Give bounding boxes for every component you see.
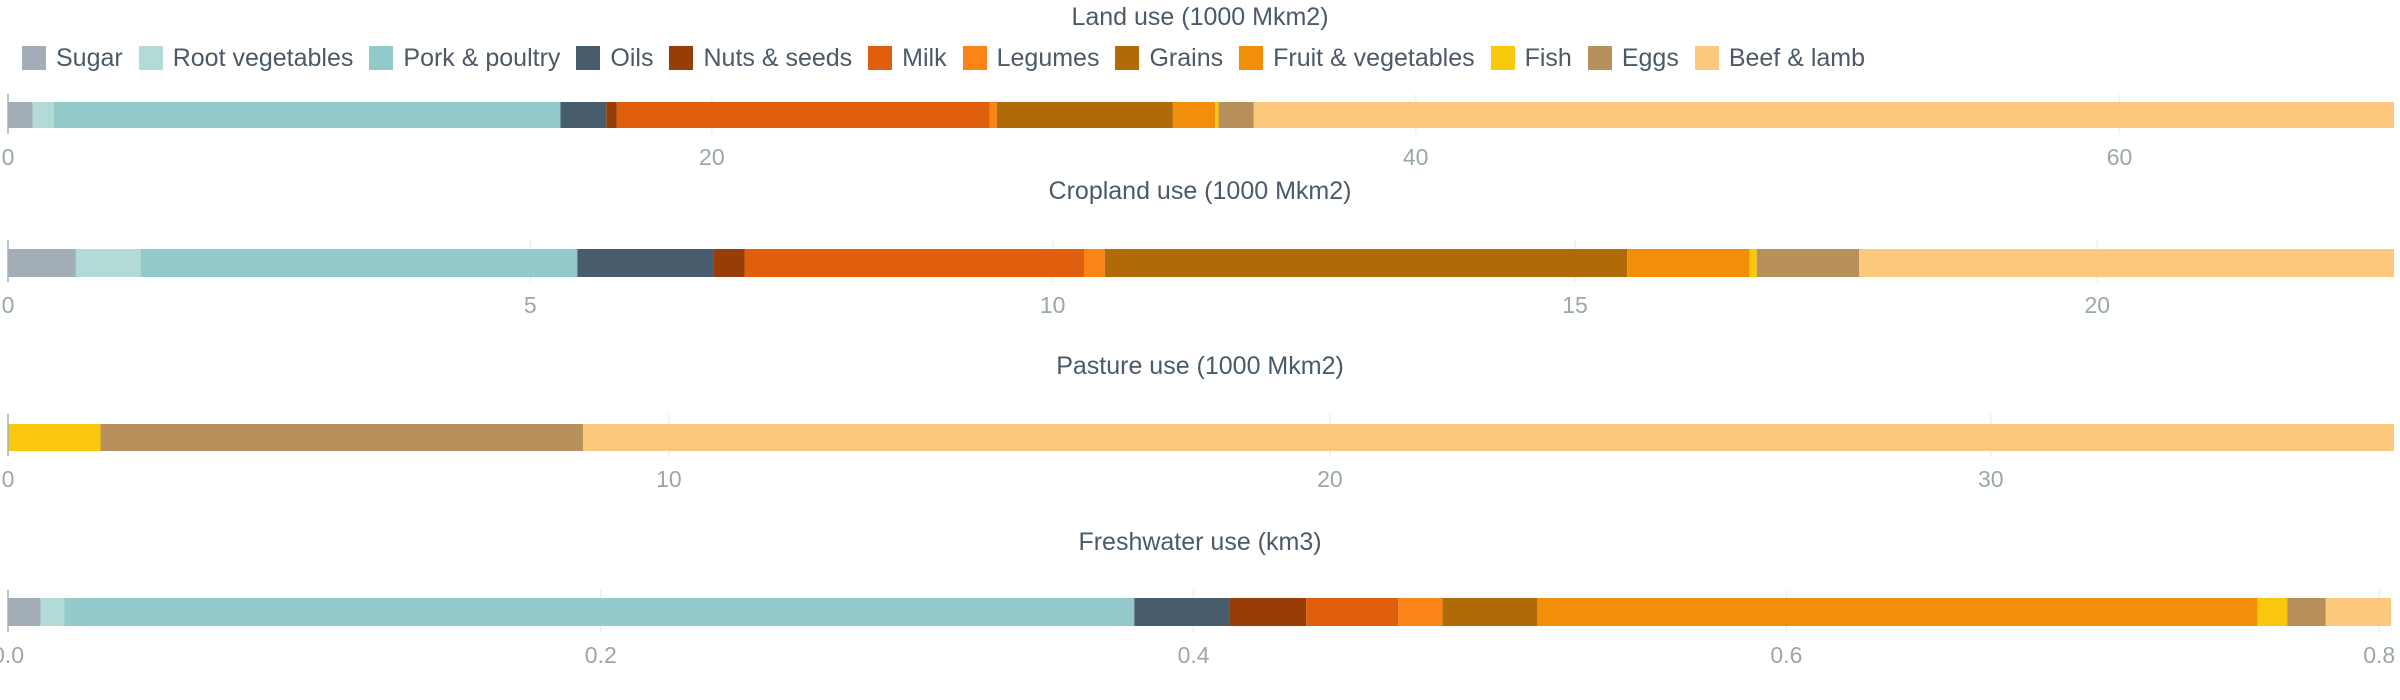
bar-segment[interactable] [2287,598,2326,626]
legend-label: Milk [902,44,947,72]
bar-segment[interactable] [1253,102,2394,128]
tick-label: 30 [1978,466,2004,492]
bar-segment[interactable] [560,102,607,128]
tick-label: 0.0 [0,642,24,668]
legend-label: Nuts & seeds [703,44,853,72]
bar-segment[interactable] [1083,249,1105,277]
bar-segment[interactable] [1537,598,2258,626]
legend-item[interactable]: Sugar [22,42,123,74]
legend-item[interactable]: Milk [868,42,947,74]
bar-segment[interactable] [577,249,714,277]
tick-label: 5 [524,292,537,318]
chart-title: Land use (1000 Mkm2) [1071,3,1328,31]
legend-swatch [369,46,394,70]
legend-swatch [1694,46,1719,70]
tick-label: 20 [1317,466,1343,492]
bar-segment[interactable] [53,102,561,128]
bar-segment[interactable] [1218,102,1254,128]
legend-label: Sugar [56,44,123,72]
tick-label: 0 [2,292,15,318]
bar-segment[interactable] [1749,249,1757,277]
bar-segment[interactable] [744,249,1084,277]
legend-label: Fruit & vegetables [1273,44,1475,72]
tick-label: 0.6 [1770,642,1802,668]
legend-label: Legumes [996,44,1100,72]
legend-item[interactable]: Fish [1490,42,1572,74]
bar-segment[interactable] [1627,249,1750,277]
legend-item[interactable]: Oils [576,42,653,74]
bar-segment[interactable] [8,598,41,626]
legend-label: Beef & lamb [1728,44,1866,72]
legend-label: Oils [610,44,654,72]
bar-segment[interactable] [8,102,33,128]
bar-segment[interactable] [1104,249,1628,277]
bar-segment[interactable] [1215,102,1219,128]
bar-segment[interactable] [989,102,997,128]
legend-item[interactable]: Root vegetables [138,42,354,74]
bar-segment[interactable] [64,598,1135,626]
legend-label: Eggs [1621,44,1679,72]
legend-swatch [1587,46,1612,70]
legend-item[interactable]: Legumes [962,42,1100,74]
bar-segment[interactable] [75,249,141,277]
legend-swatch [1490,46,1515,70]
bar-segment[interactable] [8,249,76,277]
legend-label: Root vegetables [172,44,354,72]
legend-swatch [1239,46,1264,70]
tick-label: 20 [699,144,725,170]
tick-label: 0.8 [2363,642,2395,668]
legend-item[interactable]: Eggs [1587,42,1679,74]
bar-segment[interactable] [713,249,745,277]
legend-swatch [22,46,46,70]
legend-item[interactable]: Nuts & seeds [669,42,852,74]
tick-label: 15 [1562,292,1588,318]
bar-segment[interactable] [2325,598,2392,626]
tick-label: 0.2 [585,642,617,668]
tick-label: 20 [2085,292,2111,318]
tick-label: 0 [2,466,15,492]
bar-segment[interactable] [606,102,617,128]
bar-segment[interactable] [583,424,2394,451]
bar-segment[interactable] [1229,598,1307,626]
chart-title: Pasture use (1000 Mkm2) [1056,352,1344,380]
legend-swatch [669,46,694,70]
legend-swatch [138,46,163,70]
bar-segment[interactable] [2257,598,2288,626]
bar-segment[interactable] [1859,249,2394,277]
tick-label: 0.4 [1178,642,1210,668]
bar-segment[interactable] [32,102,54,128]
bar-segment[interactable] [140,249,578,277]
legend-item[interactable]: Grains [1115,42,1223,74]
legend-item[interactable]: Pork & poultry [369,42,560,74]
bar-segment[interactable] [1398,598,1443,626]
bar-segment[interactable] [40,598,65,626]
bar-segment[interactable] [1134,598,1230,626]
legend-item[interactable]: Beef & lamb [1694,42,1866,74]
bar-segment[interactable] [1172,102,1216,128]
chart-title: Freshwater use (km3) [1078,528,1321,556]
bar-segment[interactable] [1756,249,1860,277]
bar-segment[interactable] [616,102,990,128]
legend-label: Fish [1524,44,1572,72]
legend-label: Pork & poultry [403,44,561,72]
tick-label: 0 [2,144,15,170]
bar-segment[interactable] [1442,598,1538,626]
legend-label: Grains [1149,44,1224,72]
legend-swatch [962,46,987,70]
tick-label: 10 [1040,292,1066,318]
bar-segment[interactable] [1306,598,1399,626]
bar-segment[interactable] [996,102,1173,128]
legend-swatch [1115,46,1140,70]
tick-label: 10 [656,466,682,492]
chart-title: Cropland use (1000 Mkm2) [1049,177,1352,205]
legend-swatch [868,46,893,70]
tick-label: 40 [1403,144,1429,170]
legend-swatch [576,46,601,70]
tick-label: 60 [2107,144,2133,170]
legend-item[interactable]: Fruit & vegetables [1239,42,1475,74]
bar-segment[interactable] [8,424,101,451]
chart-legend: Sugar Root vegetables Pork & poultry Oils Nu… [22,42,1881,74]
bar-segment[interactable] [100,424,584,451]
